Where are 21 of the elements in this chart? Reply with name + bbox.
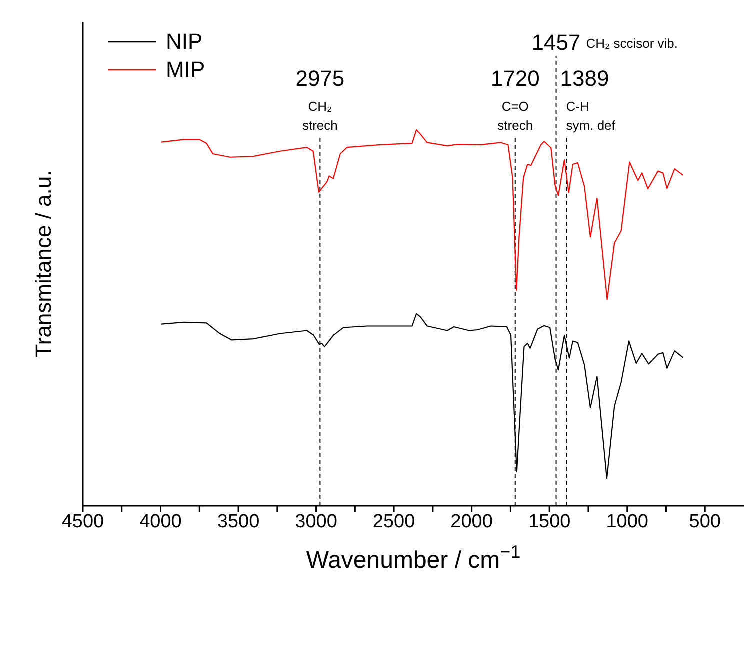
x-tick-label: 2500 xyxy=(372,511,416,532)
ref-line-label: 1389 xyxy=(560,66,610,92)
x-tick-label: 4000 xyxy=(140,511,182,532)
y-axis-title: Transmitance / a.u. xyxy=(31,170,56,358)
ref-line-label: 1457 xyxy=(532,30,581,55)
x-tick-label: 2000 xyxy=(450,511,493,532)
x-tick-label: 3000 xyxy=(295,511,338,532)
ref-line-label: 1720 xyxy=(490,66,540,92)
legend-label: MIP xyxy=(166,57,206,83)
x-tick-label: 1500 xyxy=(528,511,571,532)
x-tick-label: 1000 xyxy=(606,511,648,532)
x-tick-label: 4500 xyxy=(62,511,104,532)
x-tick-label: 500 xyxy=(689,511,721,532)
annotation: C=O strech xyxy=(498,99,534,134)
legend-label: NIP xyxy=(166,29,203,55)
ref-line-label: 2975 xyxy=(296,66,345,92)
text: CH₂ sccisor vib. xyxy=(586,36,678,51)
x-tick-label: 3500 xyxy=(217,511,260,532)
x-axis-title: Wavenumber / cm$^{−1}$ xyxy=(306,542,521,574)
annotation: C-H sym. def xyxy=(566,99,616,134)
annotation: CH₂ strech xyxy=(302,99,338,134)
